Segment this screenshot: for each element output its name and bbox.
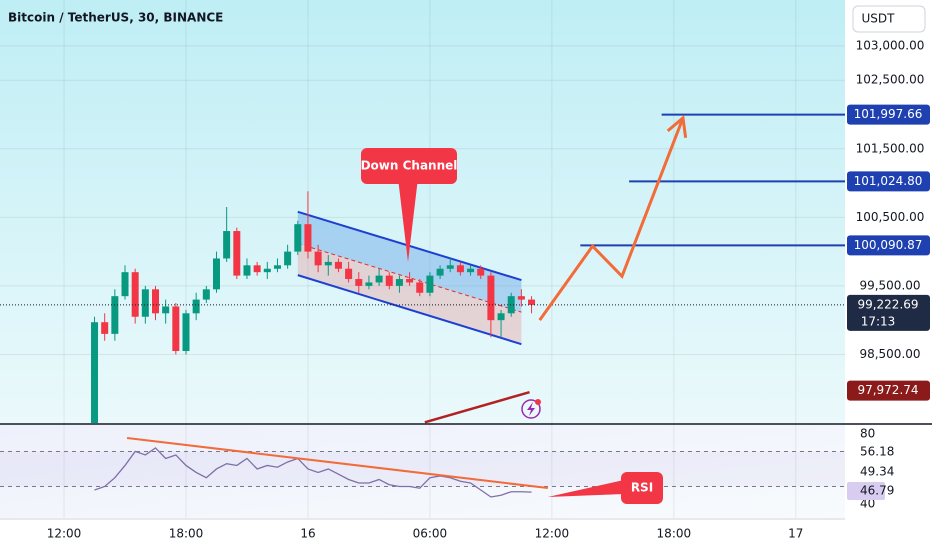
chart-title: Bitcoin / TetherUS, 30, BINANCE <box>8 11 223 25</box>
countdown: 17:13 <box>861 314 896 328</box>
projection-path <box>538 117 685 322</box>
level-badge <box>847 235 930 256</box>
candle-body <box>395 279 403 286</box>
rsi-badge <box>847 482 885 500</box>
candle-body <box>304 224 312 252</box>
rsi-badge-label: 56.18 <box>860 445 894 459</box>
moving-average <box>424 390 530 424</box>
ma-badge <box>847 380 930 401</box>
alert-icon <box>521 399 541 419</box>
y-tick-label: 101,500.00 <box>856 141 925 155</box>
candle-body <box>162 306 170 314</box>
candle-body <box>263 268 271 273</box>
candle-body <box>355 279 363 286</box>
channel-lower <box>297 274 522 346</box>
rsi-badge-label: 49.34 <box>860 465 894 479</box>
level-badge <box>847 104 930 125</box>
ma-label: 97,972.74 <box>857 383 918 397</box>
last-price-label: 99,222.69 <box>857 297 918 311</box>
candle-body <box>294 224 302 252</box>
candle-body <box>182 313 190 352</box>
rsi-callout-pointer <box>547 480 624 497</box>
level-label: 101,024.80 <box>854 174 923 188</box>
candle-body <box>91 322 99 423</box>
candle-body <box>436 268 444 276</box>
candle-body <box>334 261 342 269</box>
candle-body <box>385 275 393 286</box>
level-label: 100,090.87 <box>854 238 923 252</box>
candle-body <box>212 258 220 290</box>
alert-dot <box>535 399 541 405</box>
candle-body <box>467 268 475 273</box>
rsi-callout-box <box>621 472 663 504</box>
candle-body <box>284 251 292 266</box>
callout-box <box>361 148 457 184</box>
x-tick-label: 16 <box>300 527 315 541</box>
candle-body <box>406 279 414 283</box>
candle-body <box>121 272 129 297</box>
channel-lower-fill <box>297 243 522 345</box>
x-tick-label: 06:00 <box>413 527 448 541</box>
rsi-badge <box>847 463 885 481</box>
rsi-line <box>94 447 532 498</box>
candle-body <box>426 275 434 293</box>
rsi-tick-label: 80 <box>860 426 875 440</box>
x-tick-label: 18:00 <box>657 527 692 541</box>
candle-body <box>152 289 160 314</box>
candle-body <box>243 265 251 276</box>
level-badge <box>847 171 930 192</box>
candle-body <box>324 261 332 266</box>
rsi-badge-label: 46.79 <box>860 484 894 498</box>
candle-body <box>477 268 485 276</box>
candle-body <box>273 265 281 269</box>
candle-body <box>101 322 109 334</box>
candle-body <box>223 231 231 259</box>
rsi-badge <box>847 443 885 461</box>
candle-body <box>192 299 200 314</box>
currency-button[interactable] <box>852 5 926 33</box>
level-label: 101,997.66 <box>854 107 923 121</box>
candle-body <box>375 275 383 283</box>
x-tick-label: 17 <box>788 527 803 541</box>
candle-body <box>517 296 525 300</box>
callout-pointer <box>398 178 418 262</box>
callout-text: Down Channel <box>361 159 458 173</box>
y-tick-label: 100,500.00 <box>856 210 925 224</box>
currency[interactable]: USDT <box>862 12 896 26</box>
y-tick-label: 99,500.00 <box>859 278 920 292</box>
x-tick-label: 18:00 <box>169 527 204 541</box>
last-price-badge <box>847 294 930 331</box>
y-tick-label: 103,000.00 <box>856 38 925 52</box>
rsi-callout-text: RSI <box>631 481 653 495</box>
candle-body <box>314 251 322 266</box>
candle-body <box>131 272 139 317</box>
x-tick-label: 12:00 <box>535 527 570 541</box>
alert-bolt <box>527 402 535 416</box>
candle-body <box>416 282 424 293</box>
candle-body <box>446 265 454 269</box>
candle-body <box>497 313 505 321</box>
candle-body <box>487 275 495 321</box>
x-tick-label: 12:00 <box>47 527 82 541</box>
candle-body <box>507 296 515 314</box>
candle-body <box>202 289 210 300</box>
main-pane <box>0 0 845 423</box>
projection-arrowhead <box>666 114 688 138</box>
candle-body <box>456 265 464 273</box>
rsi-band-fill <box>0 451 845 487</box>
candle-body <box>141 289 149 317</box>
candle-body <box>365 282 373 286</box>
candle-body <box>111 296 119 334</box>
y-tick-label: 98,500.00 <box>859 347 920 361</box>
channel-mid <box>297 243 522 313</box>
candle-body <box>233 231 241 276</box>
y-tick-label: 102,500.00 <box>856 73 925 87</box>
candle-body <box>345 268 353 280</box>
channel-upper-fill <box>297 211 522 313</box>
candle-body <box>172 306 180 352</box>
candle-body <box>253 265 261 273</box>
candle-body <box>528 299 536 305</box>
rsi-trendline <box>126 436 548 490</box>
